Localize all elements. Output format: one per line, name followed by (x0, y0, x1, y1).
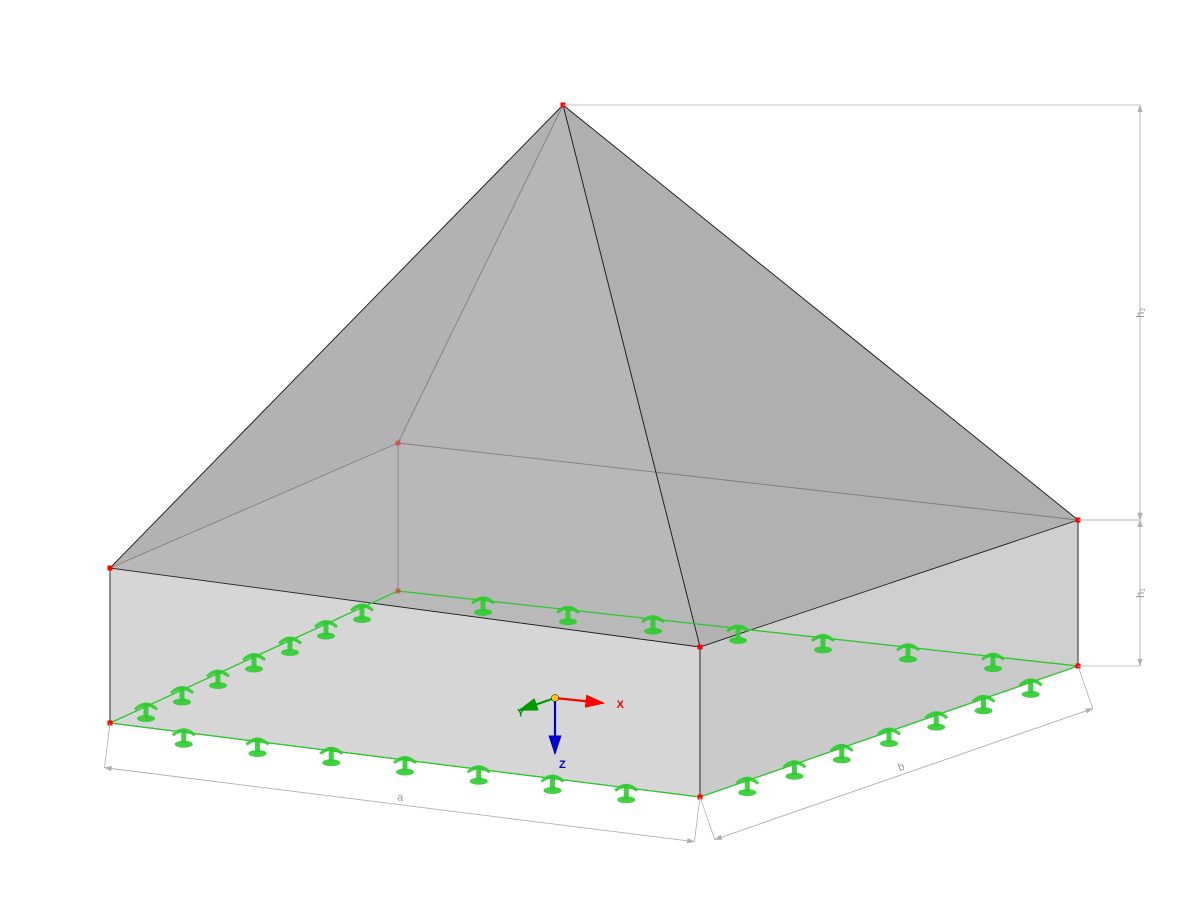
axis-label-x: X (617, 699, 625, 711)
faces (110, 105, 1078, 797)
dim-label-b: b (897, 761, 907, 774)
dim-label-h2: h₂ (1135, 307, 1147, 317)
node (108, 566, 113, 571)
axis-label-z: Z (559, 759, 566, 771)
node (698, 645, 703, 650)
dim-label-a: a (396, 791, 404, 804)
structural-diagram: X Y Za b h₁ h₂ (0, 0, 1200, 900)
node (396, 589, 401, 594)
origin-dot (552, 695, 559, 702)
axis-label-y: Y (517, 707, 525, 719)
node (396, 441, 401, 446)
dim-label-h1: h₁ (1135, 588, 1147, 598)
